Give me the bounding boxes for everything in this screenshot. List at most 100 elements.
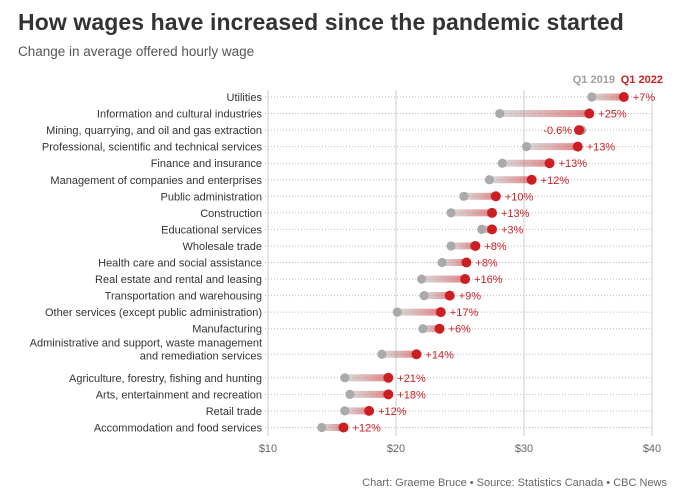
- dot-q1-2019: [377, 349, 387, 359]
- category-label: Real estate and rental and leasing: [95, 274, 262, 286]
- legend-q1-2019: Q1 2019: [573, 74, 615, 86]
- change-label: +6%: [449, 324, 472, 336]
- x-tick-label: $20: [387, 443, 405, 455]
- connector-bar: [451, 242, 476, 250]
- dot-q1-2019: [497, 158, 507, 168]
- dot-q1-2022: [526, 174, 537, 185]
- change-label: +13%: [587, 142, 616, 154]
- dot-q1-2022: [411, 349, 422, 360]
- dot-q1-2019: [495, 108, 505, 119]
- connector-bar: [424, 292, 450, 300]
- dot-q1-2019: [459, 191, 469, 201]
- dot-q1-2022: [383, 372, 394, 383]
- x-tick-label: $40: [643, 443, 661, 455]
- category-label: Arts, entertainment and recreation: [96, 389, 262, 401]
- dot-q1-2019: [521, 142, 532, 152]
- category-label: Agriculture, forestry, fishing and hunti…: [69, 373, 262, 385]
- connector-bar: [381, 350, 417, 358]
- change-label: +13%: [559, 158, 588, 170]
- connector-bar: [499, 110, 590, 118]
- category-label: Accommodation and food services: [94, 422, 263, 434]
- change-label: +21%: [397, 373, 426, 385]
- category-label: Finance and insurance: [151, 158, 262, 170]
- category-label: Wholesale trade: [183, 241, 263, 253]
- dot-q1-2019: [340, 373, 350, 383]
- connector-bar: [481, 225, 492, 233]
- category-label: Utilities: [227, 92, 263, 104]
- dot-q1-2022: [584, 108, 595, 119]
- connector-bar: [422, 325, 440, 333]
- connector-bar: [502, 159, 550, 167]
- dot-q1-2022: [434, 323, 445, 334]
- category-label-line: and remediation services: [140, 350, 263, 362]
- connector-bar: [489, 176, 532, 184]
- dot-q1-2022: [487, 224, 497, 235]
- change-label: +14%: [425, 349, 454, 361]
- legend-q1-2022: Q1 2022: [621, 74, 663, 86]
- change-label: +12%: [541, 175, 570, 187]
- category-label: Manufacturing: [192, 324, 262, 336]
- dot-q1-2019: [317, 422, 327, 433]
- dot-q1-2019: [340, 406, 350, 416]
- change-label: +17%: [450, 307, 479, 319]
- dot-q1-2019: [419, 291, 429, 301]
- chart-title: How wages have increased since the pande…: [18, 9, 624, 35]
- dot-q1-2019: [446, 208, 456, 218]
- change-label: +7%: [633, 92, 656, 104]
- dot-q1-2022: [460, 274, 471, 285]
- change-label: +12%: [353, 422, 382, 434]
- connector-bar: [321, 423, 344, 431]
- change-label: +16%: [474, 274, 503, 286]
- change-label: +3%: [501, 224, 524, 236]
- category-label: Transportation and warehousing: [105, 291, 262, 303]
- dot-q1-2019: [417, 274, 427, 284]
- connector-bar: [442, 259, 467, 266]
- category-label: Retail trade: [206, 406, 262, 418]
- connector-bar: [463, 192, 496, 200]
- category-label: Educational services: [161, 224, 262, 236]
- x-tick-label: $10: [259, 443, 277, 455]
- change-label: +9%: [459, 291, 482, 303]
- category-label: Construction: [200, 208, 262, 220]
- dot-q1-2022: [618, 92, 629, 102]
- category-label: Administrative and support, waste manage…: [30, 337, 263, 362]
- dot-q1-2022: [470, 240, 481, 251]
- category-label: Professional, scientific and technical s…: [42, 142, 263, 154]
- chart-subtitle: Change in average offered hourly wage: [18, 44, 255, 59]
- dot-q1-2019: [477, 224, 487, 234]
- category-label: Mining, quarrying, and oil and gas extra…: [46, 125, 262, 137]
- dot-q1-2019: [484, 175, 495, 185]
- connector-bar: [349, 390, 389, 398]
- dot-q1-2019: [587, 92, 597, 102]
- dot-q1-2022: [490, 191, 501, 202]
- dot-q1-2022: [364, 405, 375, 416]
- dot-q1-2019: [345, 389, 355, 399]
- connector-bar: [344, 407, 370, 415]
- dot-q1-2019: [446, 241, 456, 251]
- category-label: Health care and social assistance: [98, 258, 262, 270]
- dot-q1-2022: [383, 389, 394, 400]
- change-label: -0.6%: [543, 125, 572, 137]
- connector-bar: [344, 374, 389, 382]
- connector-bar: [451, 209, 492, 217]
- change-label: +12%: [378, 406, 407, 418]
- dot-q1-2022: [435, 307, 446, 318]
- connector-bar: [421, 275, 466, 283]
- dot-q1-2022: [572, 141, 583, 152]
- connector-bar: [591, 93, 624, 101]
- category-label-line: Administrative and support, waste manage…: [30, 337, 262, 349]
- category-label: Management of companies and enterprises: [50, 175, 262, 187]
- change-label: +18%: [397, 389, 426, 401]
- dot-q1-2022: [461, 257, 472, 268]
- dot-q1-2022: [544, 158, 555, 169]
- dot-q1-2022: [574, 125, 585, 136]
- dot-q1-2022: [487, 207, 497, 218]
- category-label: Other services (except public administra…: [45, 307, 262, 319]
- dot-q1-2019: [392, 307, 402, 317]
- change-label: +8%: [484, 241, 507, 253]
- category-label: Information and cultural industries: [97, 109, 263, 121]
- change-label: +8%: [475, 258, 498, 270]
- x-tick-label: $30: [515, 443, 533, 455]
- dot-q1-2022: [338, 422, 349, 433]
